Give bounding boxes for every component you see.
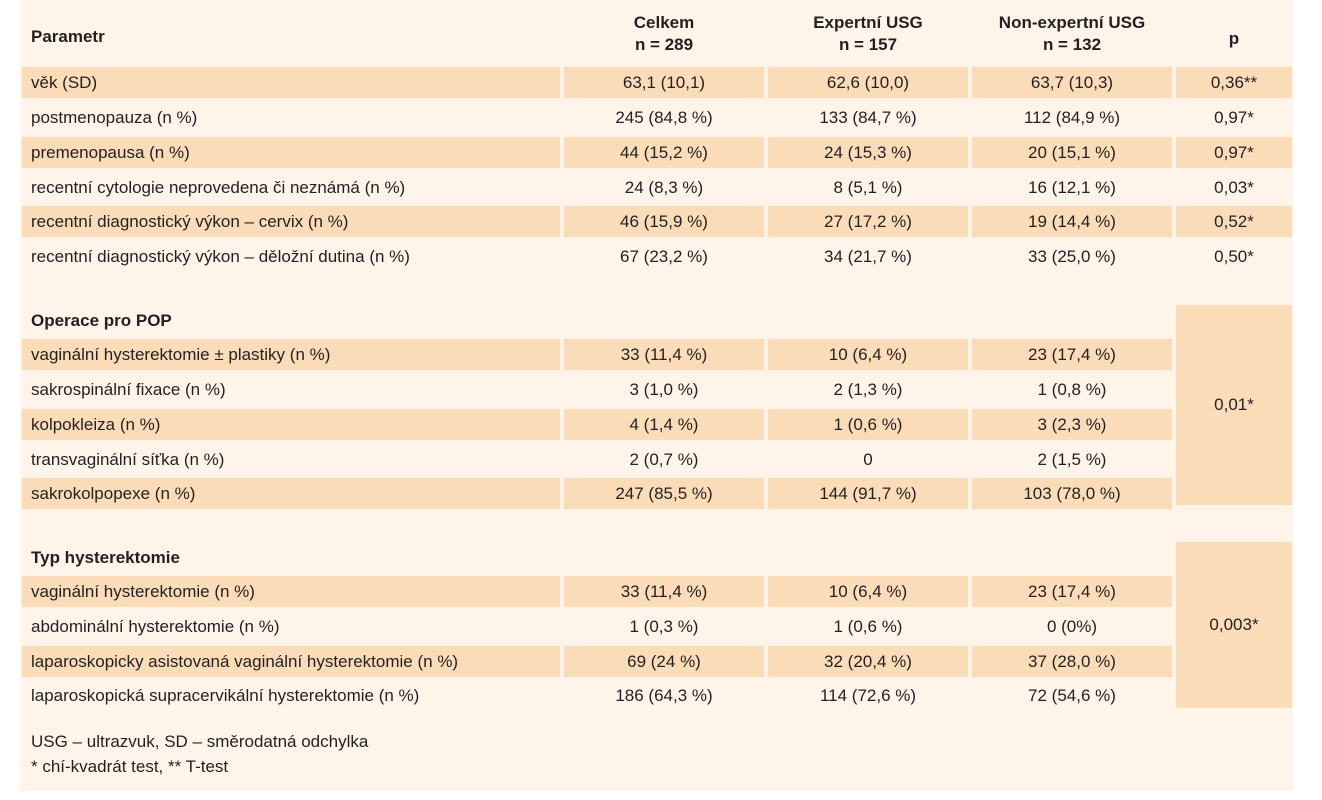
row-label: sakrokolpopexe (n %) — [22, 478, 560, 509]
footnote-tests: * chí-kvadrát test, ** T-test — [31, 757, 229, 776]
nonexpert-value: 112 (84,9 %) — [1023, 108, 1121, 127]
p-value-hysterectomy: 0,003* — [1176, 542, 1292, 708]
expert-value: 8 (5,1 %) — [833, 178, 903, 197]
nonexpert-value: 2 (1,5 %) — [1037, 450, 1107, 469]
expert-value: 1 (0,6 %) — [833, 617, 903, 636]
celkem-value: 4 (1,4 %) — [564, 409, 764, 440]
footnote-abbreviations: USG – ultrazvuk, SD – směrodatná odchylk… — [31, 732, 369, 751]
expert-value: 133 (84,7 %) — [819, 108, 917, 127]
expert-value: 62,6 (10,0) — [768, 67, 968, 98]
header-p: p — [1228, 29, 1240, 48]
row-label: kolpokleiza (n %) — [22, 409, 560, 440]
nonexpert-value: 63,7 (10,3) — [972, 67, 1172, 98]
section-title-pop: Operace pro POP — [31, 311, 172, 330]
row-label: recentní diagnostický výkon – děložní du… — [31, 247, 410, 266]
row-label: premenopausa (n %) — [22, 137, 560, 168]
expert-value: 10 (6,4 %) — [768, 576, 968, 607]
celkem-value: 1 (0,3 %) — [629, 617, 699, 636]
celkem-value: 69 (24 %) — [564, 646, 764, 677]
celkem-value: 24 (8,3 %) — [624, 178, 704, 197]
expert-value: 32 (20,4 %) — [768, 646, 968, 677]
p-value-text: 0,01* — [1214, 395, 1254, 414]
header-nonexpert: Non-expertní USG n = 132 — [998, 13, 1146, 54]
row-label: sakrospinální fixace (n %) — [31, 380, 226, 399]
row-label: abdominální hysterektomie (n %) — [31, 617, 280, 636]
nonexpert-value: 23 (17,4 %) — [972, 576, 1172, 607]
celkem-value: 3 (1,0 %) — [629, 380, 699, 399]
nonexpert-value: 3 (2,3 %) — [972, 409, 1172, 440]
row-label: laparoskopicky asistovaná vaginální hyst… — [22, 646, 560, 677]
row-label: vaginální hysterektomie (n %) — [22, 576, 560, 607]
celkem-value: 247 (85,5 %) — [564, 478, 764, 509]
p-value-pop: 0,01* — [1176, 305, 1292, 505]
section-title-hysterectomy: Typ hysterektomie — [31, 548, 180, 567]
header-param: Parametr — [31, 27, 105, 46]
nonexpert-value: 20 (15,1 %) — [972, 137, 1172, 168]
expert-value: 27 (17,2 %) — [768, 206, 968, 237]
p-value: 0,36** — [1176, 67, 1292, 98]
row-label: transvaginální síťka (n %) — [31, 450, 225, 469]
expert-value: 0 — [863, 450, 873, 469]
row-label: věk (SD) — [22, 67, 560, 98]
p-value-text: 0,003* — [1209, 615, 1259, 634]
celkem-value: 44 (15,2 %) — [564, 137, 764, 168]
expert-value: 144 (91,7 %) — [768, 478, 968, 509]
row-label: recentní cytologie neprovedena či neznám… — [31, 178, 406, 197]
nonexpert-value: 72 (54,6 %) — [1028, 686, 1116, 705]
nonexpert-value: 0 (0%) — [1046, 617, 1098, 636]
p-value: 0,52* — [1176, 206, 1292, 237]
nonexpert-value: 19 (14,4 %) — [972, 206, 1172, 237]
row-label: recentní diagnostický výkon – cervix (n … — [22, 206, 560, 237]
celkem-value: 63,1 (10,1) — [564, 67, 764, 98]
celkem-value: 245 (84,8 %) — [615, 108, 713, 127]
celkem-value: 46 (15,9 %) — [564, 206, 764, 237]
nonexpert-value: 33 (25,0 %) — [1028, 247, 1116, 266]
header-expert: Expertní USG n = 157 — [813, 13, 923, 54]
celkem-value: 186 (64,3 %) — [615, 686, 713, 705]
nonexpert-value: 1 (0,8 %) — [1037, 380, 1107, 399]
expert-value: 10 (6,4 %) — [768, 339, 968, 370]
p-value: 0,50* — [1214, 247, 1254, 266]
expert-value: 24 (15,3 %) — [768, 137, 968, 168]
expert-value: 1 (0,6 %) — [768, 409, 968, 440]
nonexpert-value: 103 (78,0 %) — [972, 478, 1172, 509]
header-celkem: Celkem n = 289 — [633, 13, 695, 54]
row-label: laparoskopická supracervikální hysterekt… — [31, 686, 420, 705]
p-value: 0,97* — [1176, 137, 1292, 168]
celkem-value: 33 (11,4 %) — [564, 339, 764, 370]
expert-value: 114 (72,6 %) — [819, 686, 917, 705]
celkem-value: 2 (0,7 %) — [629, 450, 699, 469]
nonexpert-value: 16 (12,1 %) — [1028, 178, 1116, 197]
nonexpert-value: 23 (17,4 %) — [972, 339, 1172, 370]
celkem-value: 67 (23,2 %) — [620, 247, 708, 266]
p-value: 0,03* — [1214, 178, 1254, 197]
expert-value: 34 (21,7 %) — [824, 247, 912, 266]
expert-value: 2 (1,3 %) — [833, 380, 903, 399]
celkem-value: 33 (11,4 %) — [564, 576, 764, 607]
nonexpert-value: 37 (28,0 %) — [972, 646, 1172, 677]
row-label: postmenopauza (n %) — [31, 108, 198, 127]
row-label: vaginální hysterektomie ± plastiky (n %) — [22, 339, 560, 370]
p-value: 0,97* — [1214, 108, 1254, 127]
